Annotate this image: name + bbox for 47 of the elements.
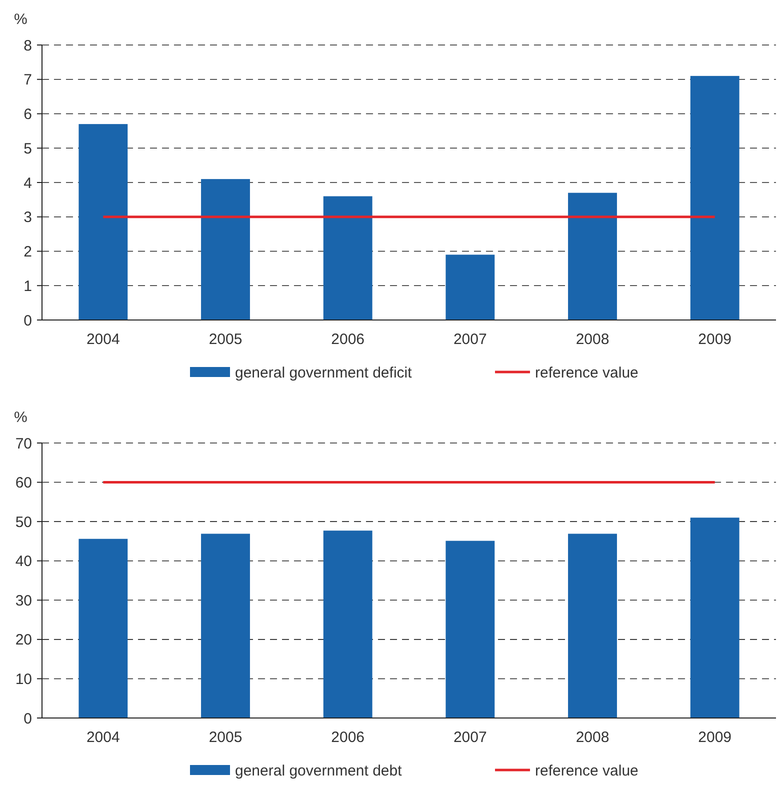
x-tick-label: 2007 [453,331,487,348]
y-tick-label: 20 [15,632,32,649]
x-tick-label: 2009 [698,729,732,746]
x-tick-label: 2006 [331,729,365,746]
bar [201,179,250,320]
y-tick-label: 40 [15,553,32,570]
bar [78,124,128,320]
y-tick-label: 0 [24,710,32,728]
bar [201,534,250,718]
y-tick-label: 10 [15,670,32,688]
y-tick-label: 50 [15,514,32,531]
y-tick-label: 5 [24,140,32,158]
bar [690,518,740,718]
bar [568,534,617,718]
bar [690,76,740,320]
y-tick-label: 30 [15,592,32,610]
bar [568,192,617,320]
y-tick-label: 1 [24,278,32,295]
x-tick-label: 2008 [576,331,610,348]
bar [323,530,372,718]
y-tick-label: 70 [15,435,32,452]
x-tick-label: 2005 [208,331,242,348]
y-tick-label: 7 [24,72,32,89]
bar [446,540,495,718]
x-tick-label: 2009 [698,331,732,348]
y-tick-label: 3 [24,209,32,226]
x-tick-label: 2004 [86,331,120,348]
x-tick-label: 2005 [208,729,242,746]
x-tick-label: 2007 [453,729,487,746]
y-axis-title: % [14,11,28,28]
legend-label: general government debt [235,762,403,780]
x-tick-label: 2008 [576,729,610,746]
legend-label: reference value [535,364,638,382]
bar [78,538,128,718]
x-tick-label: 2004 [86,729,120,746]
y-tick-label: 4 [24,174,32,192]
bar [446,254,495,320]
y-axis-title: % [14,409,28,426]
y-tick-label: 0 [24,312,32,330]
legend-label: general government deficit [235,364,413,382]
bar [323,196,372,320]
y-tick-label: 2 [24,244,32,260]
y-tick-label: 6 [24,106,32,123]
y-tick-label: 8 [24,37,32,54]
legend-label: reference value [535,762,638,780]
x-tick-label: 2006 [331,331,365,348]
y-tick-label: 60 [15,474,32,492]
